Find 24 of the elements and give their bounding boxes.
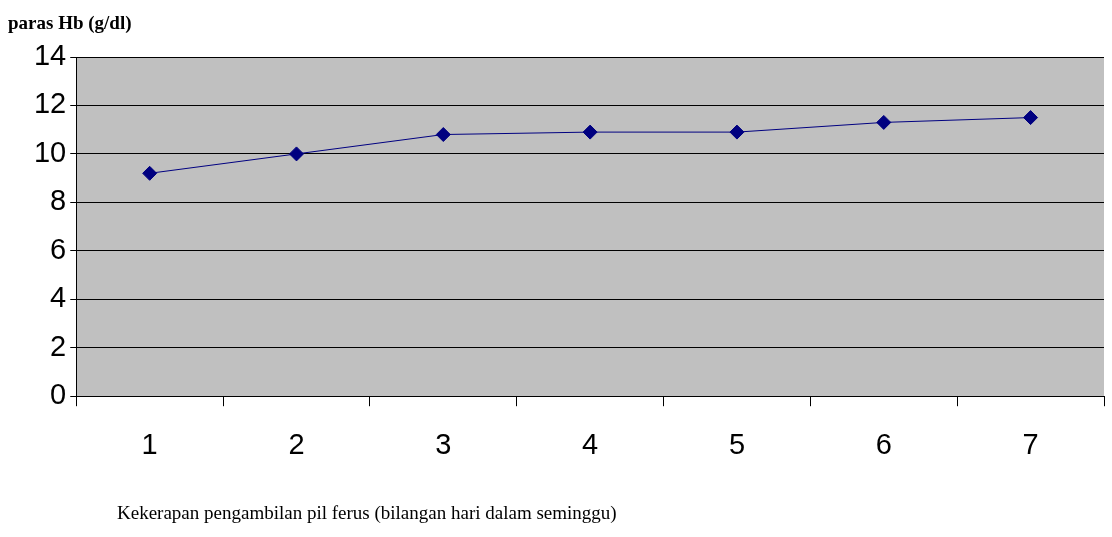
point: [1023, 110, 1039, 126]
x-tick-label: 1: [141, 427, 158, 460]
point: [435, 127, 451, 143]
y-tick-label: 2: [50, 329, 67, 362]
x-tick-label: 4: [582, 427, 599, 460]
y-tick-label: 0: [50, 378, 67, 411]
y-tick-label: 10: [33, 135, 67, 168]
x-tick-label: 6: [875, 427, 892, 460]
y-tick-label: 6: [50, 232, 67, 265]
y-axis-title: paras Hb (g/dl): [8, 12, 132, 34]
x-tick-label: 2: [288, 427, 305, 460]
y-tick-label: 8: [50, 184, 67, 217]
y-tick-label: 4: [50, 281, 67, 314]
x-tick-label: 3: [435, 427, 452, 460]
point: [582, 124, 598, 140]
x-axis-title: Kekerapan pengambilan pil ferus (bilangan hari dalam seminggu): [117, 502, 617, 524]
y-tick-label: 14: [33, 39, 67, 71]
y-tick-label: 12: [33, 87, 67, 120]
x-tick-label: 7: [1022, 427, 1039, 460]
point: [729, 124, 745, 140]
point: [288, 146, 304, 162]
point: [142, 165, 158, 181]
x-tick-label: 5: [728, 427, 746, 460]
point: [876, 114, 892, 130]
